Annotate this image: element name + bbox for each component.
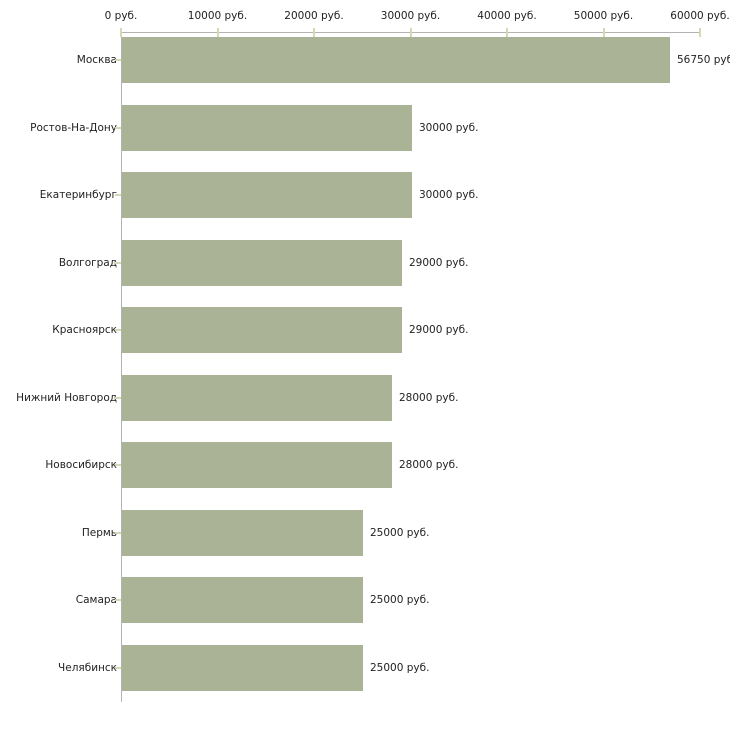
value-label: 30000 руб. [419,189,479,201]
value-label: 28000 руб. [399,459,459,471]
category-tick-mark [115,329,121,331]
category-label: Москва [76,54,117,66]
x-tick-label: 30000 руб. [380,10,441,22]
category-tick-mark [115,396,121,399]
x-tick-mark [120,28,122,37]
bar [122,239,402,286]
x-tick-mark [699,28,701,37]
category-label: Пермь [81,526,117,539]
bar [122,37,670,83]
y-axis-line [121,32,122,702]
value-label: 56750 руб [677,54,730,66]
bar [122,577,363,623]
category-tick-mark [115,261,121,264]
bar [122,509,363,556]
category-tick-mark [115,666,121,669]
category-tick-mark [115,126,121,129]
category-tick-mark [115,194,121,196]
category-label: Самара [75,594,117,606]
category-label: Нижний Новгород [16,391,117,404]
value-label: 25000 руб. [370,661,430,674]
category-label: Челябинск [58,661,117,674]
category-label: Волгоград [58,256,117,269]
category-label: Екатеринбург [39,189,117,201]
x-tick-label: 40000 руб. [477,10,537,22]
value-label: 28000 руб. [399,391,459,404]
category-tick-mark [115,599,121,601]
category-label: Ростов-На-Дону [30,121,117,134]
category-tick-mark [115,59,121,61]
x-tick-label: 60000 руб. [670,10,730,22]
category-label: Новосибирск [45,459,117,471]
bar [122,644,363,691]
bar [122,172,412,218]
value-label: 25000 руб. [370,526,430,539]
x-tick-mark [313,28,315,37]
x-tick-mark [409,28,412,37]
bar [122,104,412,151]
x-tick-label: 20000 руб. [284,10,344,22]
value-label: 30000 руб. [419,121,479,134]
x-tick-label: 50000 руб. [573,10,634,22]
category-label: Красноярск [52,324,117,336]
x-tick-mark [216,28,219,37]
value-label: 29000 руб. [409,324,469,336]
x-tick-label: 10000 руб. [187,10,248,22]
bar [122,442,392,488]
x-tick-mark [602,28,605,37]
category-tick-mark [115,464,121,466]
value-label: 25000 руб. [370,594,430,606]
x-tick-label: 0 руб. [104,10,138,22]
value-label: 29000 руб. [409,256,469,269]
x-tick-mark [506,28,508,37]
bar [122,307,402,353]
category-tick-mark [115,531,121,534]
bar [122,374,392,421]
